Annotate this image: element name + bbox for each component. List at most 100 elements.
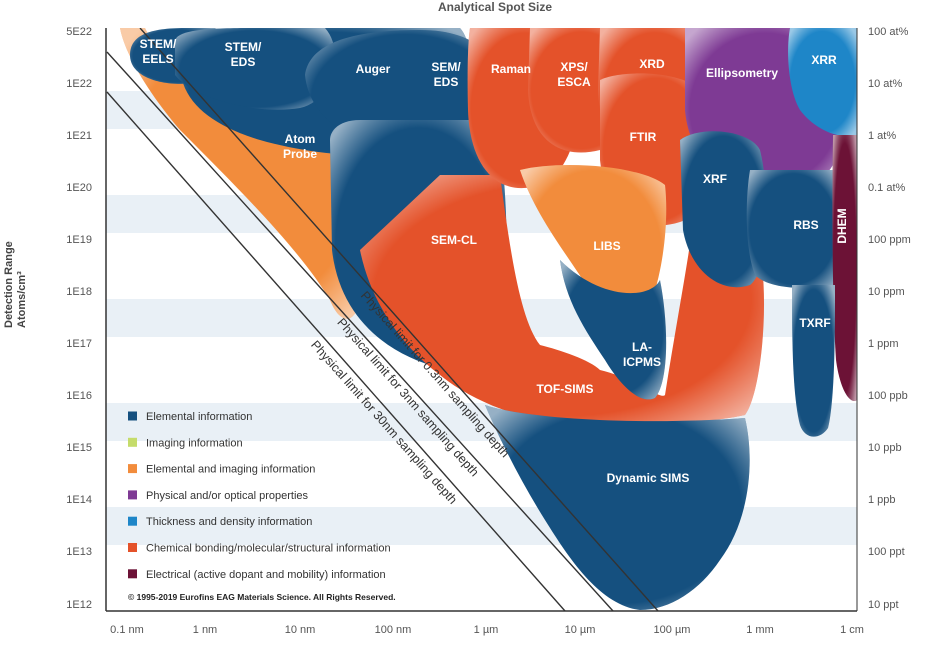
region-label-line: ICPMS <box>623 355 661 369</box>
physical-limit-line-1 <box>139 28 659 611</box>
y-tick-label-right: 1 at% <box>868 130 896 142</box>
region-label-xrd: XRD <box>639 57 665 71</box>
y-tick-label-right: 100 ppm <box>868 234 911 246</box>
y-tick-label-right: 1 ppm <box>868 338 899 350</box>
legend-label: Elemental information <box>146 411 252 423</box>
region-stem-eds <box>175 28 336 110</box>
region-label-xrr: XRR <box>811 53 837 67</box>
region-label-line: Probe <box>283 147 317 161</box>
y-tick-label-left: 1E17 <box>66 338 92 350</box>
region-label-line: SEM-CL <box>431 233 477 247</box>
x-tick-label: 100 nm <box>375 624 412 636</box>
region-dynamic-sims <box>485 405 750 610</box>
y-tick-label-left: 1E18 <box>66 286 92 298</box>
y-tick-label-right: 100 ppb <box>868 390 908 402</box>
region-label-line: EDS <box>231 55 256 69</box>
y-tick-label-left: 1E14 <box>66 494 92 506</box>
region-label-line: XPS/ <box>560 60 588 74</box>
region-label-line: Ellipsometry <box>706 66 778 80</box>
region-label-line: EELS <box>142 52 173 66</box>
region-shading-xrf <box>680 131 767 288</box>
region-atom-probe <box>120 28 368 319</box>
region-label-line: Dynamic SIMS <box>607 471 690 485</box>
legend-label: Chemical bonding/molecular/structural in… <box>146 543 391 555</box>
region-label-line: XRF <box>703 172 727 186</box>
legend-swatch <box>128 437 137 447</box>
x-tick-label: 100 µm <box>654 624 691 636</box>
region-xrf <box>680 131 767 288</box>
region-label-sem-eds: SEM/EDS <box>431 60 461 89</box>
region-tof-sims <box>360 175 765 424</box>
y-tick-label-right: 10 ppm <box>868 286 905 298</box>
legend-item-elemental-imaging: Elemental and imaging information <box>128 464 315 476</box>
region-label-ellipsometry: Ellipsometry <box>706 66 778 80</box>
legend-item-physical-optical: Physical and/or optical properties <box>128 490 309 502</box>
region-label-line: XRR <box>811 53 837 67</box>
y-tick-label-right: 10 ppt <box>868 599 899 611</box>
region-label-dynamic-sims: Dynamic SIMS <box>607 471 690 485</box>
region-label-line: LA- <box>632 340 652 354</box>
legend-item-imaging: Imaging information <box>128 437 243 449</box>
region-label-line: STEM/ <box>225 40 262 54</box>
region-label-stem-eds: STEM/EDS <box>225 40 262 69</box>
region-rbs <box>746 170 840 288</box>
region-shading-dhem <box>832 135 857 401</box>
legend-label: Electrical (active dopant and mobility) … <box>146 569 386 581</box>
legend-swatch <box>128 569 137 579</box>
x-tick-label: 1 µm <box>474 624 499 636</box>
legend-swatch <box>128 490 137 500</box>
y-tick-label-left: 1E13 <box>66 546 92 558</box>
x-tick-label: 0.1 nm <box>110 624 144 636</box>
x-tick-label: 1 mm <box>746 624 774 636</box>
technique-regions <box>120 28 857 610</box>
region-shading-rbs <box>746 170 840 288</box>
region-label-rbs: RBS <box>793 218 818 232</box>
physical-limit-line-3 <box>106 91 566 611</box>
y-tick-label-left: 1E22 <box>66 78 92 90</box>
region-label-line: ESCA <box>557 75 591 89</box>
y-tick-label-left: 1E16 <box>66 390 92 402</box>
region-shading-stem-eds <box>175 28 336 110</box>
region-label-libs: LIBS <box>593 239 620 253</box>
region-dhem <box>832 135 857 401</box>
y-tick-label-right: 10 at% <box>868 78 902 90</box>
legend: Elemental information Imaging information… <box>128 411 396 602</box>
x-tick-label: 1 nm <box>193 624 217 636</box>
region-label-line: DHEM <box>835 208 849 243</box>
region-la-icpms <box>560 260 667 400</box>
region-label-line: FTIR <box>630 130 657 144</box>
legend-swatch <box>128 543 137 552</box>
region-label-line: STEM/ <box>140 37 177 51</box>
y-tick-label-right: 0.1 at% <box>868 182 906 194</box>
y-tick-label-left: 1E12 <box>66 599 92 611</box>
region-shading-atom-probe <box>120 28 368 319</box>
region-shading-tof-sims <box>360 175 765 424</box>
region-label-xrf: XRF <box>703 172 727 186</box>
axes: 5E22 1E22 1E21 1E20 1E19 1E18 1E17 1E16 1E15 1E14… <box>66 26 911 636</box>
region-xrr <box>788 28 857 137</box>
legend-swatch <box>128 411 137 421</box>
region-label-atom-probe: Atom Probe <box>283 132 317 161</box>
x-tick-label: 10 nm <box>285 624 316 636</box>
y-tick-label-left: 1E20 <box>66 182 92 194</box>
region-shading-dynamic-sims <box>485 405 750 610</box>
copyright-notice: © 1995-2019 Eurofins EAG Materials Scien… <box>128 592 396 602</box>
legend-item-electrical: Electrical (active dopant and mobility) … <box>128 569 386 581</box>
region-label-tof-sims: TOF-SIMS <box>536 382 593 396</box>
region-label-xps-esca: XPS/ESCA <box>557 60 591 89</box>
region-label-ftir: FTIR <box>630 130 657 144</box>
legend-swatch <box>128 516 137 526</box>
region-label-line: TOF-SIMS <box>536 382 593 396</box>
y-tick-label-left: 1E15 <box>66 442 92 454</box>
physical-limit-line-2 <box>106 51 614 611</box>
legend-label: Elemental and imaging information <box>146 464 315 476</box>
x-tick-label: 1 cm <box>840 624 864 636</box>
legend-item-chemical: Chemical bonding/molecular/structural in… <box>128 543 391 555</box>
y-tick-label-right: 100 at% <box>868 26 909 38</box>
y-tick-label-right: 1 ppb <box>868 494 896 506</box>
legend-item-elemental: Elemental information <box>128 411 252 423</box>
y-tick-label-left: 1E19 <box>66 234 92 246</box>
y-tick-label-right: 100 ppt <box>868 546 905 558</box>
region-shading-xrr <box>788 28 857 137</box>
